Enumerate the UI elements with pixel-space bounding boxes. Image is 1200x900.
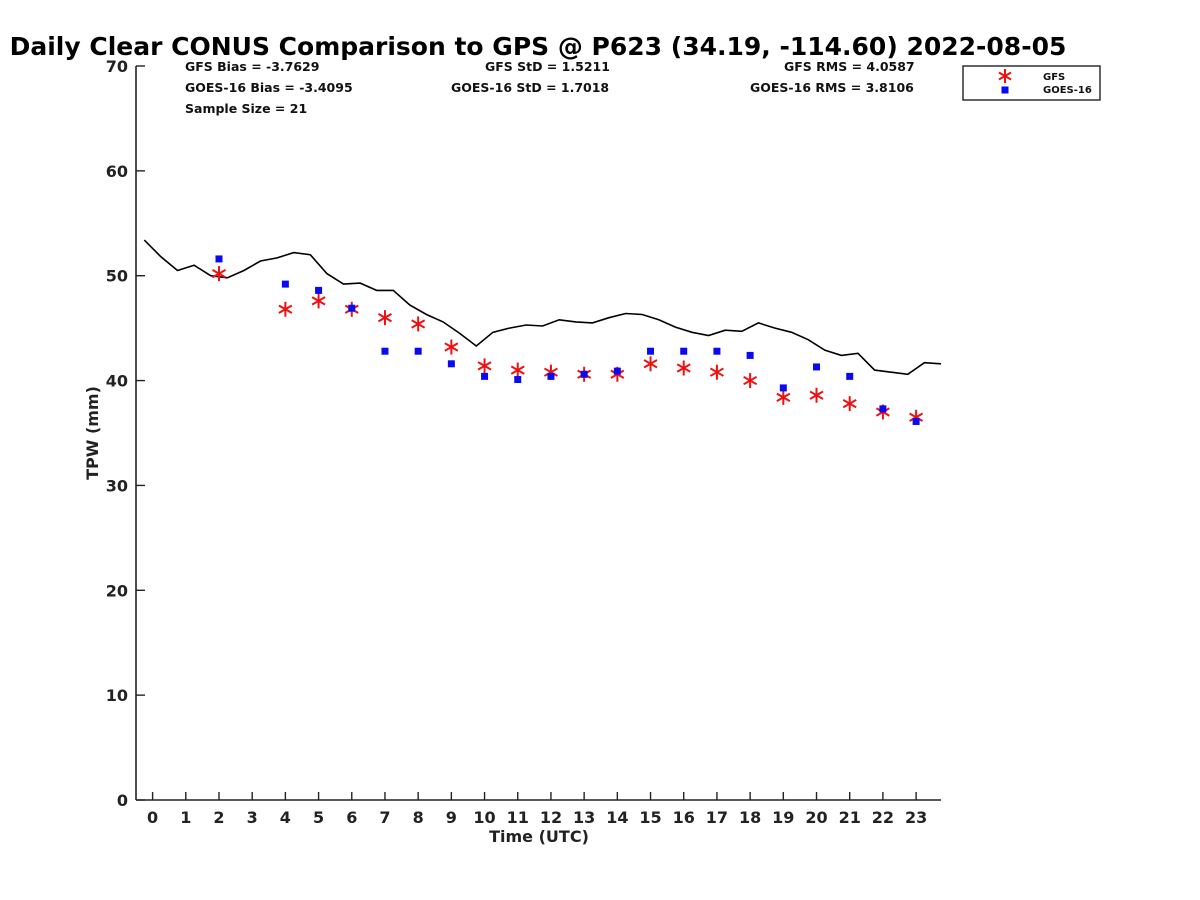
stat-goes-rms: GOES-16 RMS = 3.8106 — [750, 80, 914, 95]
goes16-point — [215, 255, 223, 263]
goes16-point — [912, 417, 920, 425]
x-tick-label: 2 — [213, 808, 224, 827]
gfs-point — [311, 293, 326, 309]
goes16-point — [779, 384, 787, 392]
y-tick-label: 30 — [106, 476, 128, 495]
gfs-point — [377, 310, 392, 326]
goes16-point — [580, 370, 588, 378]
y-tick-label: 20 — [106, 581, 128, 600]
goes16-point — [846, 372, 854, 380]
legend-box — [962, 65, 1101, 101]
gfs-point — [743, 373, 758, 389]
goes16-point — [813, 363, 821, 371]
x-tick-label: 21 — [839, 808, 861, 827]
chart-title: Daily Clear CONUS Comparison to GPS @ P6… — [10, 32, 1067, 61]
stat-sample-size: Sample Size = 21 — [185, 101, 307, 116]
goes16-point — [613, 367, 621, 375]
legend-gfs-asterisk — [998, 69, 1012, 83]
x-tick-label: 10 — [473, 808, 495, 827]
legend-label-gfs: GFS — [1043, 72, 1065, 83]
goes16-point — [514, 376, 522, 384]
x-tick-label: 0 — [147, 808, 158, 827]
gfs-point — [709, 364, 724, 380]
goes16-point — [680, 347, 688, 355]
gfs-point — [643, 356, 658, 372]
goes16-point — [381, 347, 389, 355]
goes16-point — [547, 372, 555, 380]
gfs-point — [809, 387, 824, 403]
x-tick-label: 13 — [573, 808, 595, 827]
legend-gfs-marker — [998, 69, 1012, 83]
stat-gfs-bias: GFS Bias = -3.7629 — [185, 59, 319, 74]
y-tick-label: 70 — [106, 57, 128, 76]
stat-gfs-rms: GFS RMS = 4.0587 — [784, 59, 915, 74]
gfs-point — [211, 266, 226, 282]
x-tick-label: 23 — [905, 808, 927, 827]
x-tick-label: 14 — [606, 808, 628, 827]
gps-line — [143, 239, 942, 376]
goes16-point — [315, 286, 323, 294]
stat-goes-bias: GOES-16 Bias = -3.4095 — [185, 80, 353, 95]
y-tick-label: 60 — [106, 162, 128, 181]
x-tick-label: 19 — [772, 808, 794, 827]
gfs-point — [676, 360, 691, 376]
legend-label-goes16: GOES-16 — [1043, 85, 1092, 96]
x-tick-label: 11 — [507, 808, 529, 827]
goes16-point — [481, 372, 489, 380]
series-layer — [143, 239, 942, 425]
y-ticks: 0 10 20 30 40 50 60 70 — [106, 57, 145, 810]
goes16-point — [414, 347, 422, 355]
gfs-point — [411, 316, 426, 332]
x-tick-label: 3 — [247, 808, 258, 827]
legend: GFS GOES-16 — [962, 65, 1101, 101]
x-ticks: 0 1 2 3 4 5 6 7 8 9 10 11 12 13 14 15 16 17 18 19 20 21 22 23 — [147, 792, 927, 827]
y-tick-label: 0 — [117, 791, 128, 810]
gfs-point — [842, 396, 857, 412]
y-tick-label: 40 — [106, 372, 128, 391]
y-tick-label: 50 — [106, 267, 128, 286]
x-tick-label: 12 — [540, 808, 562, 827]
goes16-point — [879, 405, 887, 413]
x-tick-label: 18 — [739, 808, 761, 827]
stats-block: GFS Bias = -3.7629 GFS StD = 1.5211 GFS … — [185, 59, 915, 116]
stat-goes-std: GOES-16 StD = 1.7018 — [451, 80, 609, 95]
x-tick-label: 15 — [639, 808, 661, 827]
y-axis-label: TPW (mm) — [83, 386, 102, 480]
y-tick-label: 10 — [106, 686, 128, 705]
x-axis-label: Time (UTC) — [489, 827, 589, 846]
gfs-point — [444, 339, 459, 355]
goes16-point — [746, 351, 754, 359]
gfs-point — [477, 358, 492, 374]
x-tick-label: 1 — [180, 808, 191, 827]
x-tick-label: 9 — [446, 808, 457, 827]
legend-goes16-square — [1001, 86, 1009, 94]
goes16-point — [647, 347, 655, 355]
gfs-point — [776, 389, 791, 405]
x-tick-label: 22 — [872, 808, 894, 827]
gfs-point — [510, 362, 525, 378]
legend-goes-marker — [1001, 86, 1009, 94]
x-tick-label: 17 — [706, 808, 728, 827]
goes16-point — [713, 347, 721, 355]
goes16-point — [281, 280, 289, 288]
stat-gfs-std: GFS StD = 1.5211 — [485, 59, 610, 74]
x-tick-label: 4 — [280, 808, 291, 827]
x-tick-label: 20 — [805, 808, 827, 827]
x-tick-label: 8 — [413, 808, 424, 827]
x-tick-label: 7 — [379, 808, 390, 827]
gfs-point — [278, 301, 293, 317]
x-tick-label: 5 — [313, 808, 324, 827]
x-tick-label: 6 — [346, 808, 357, 827]
goes16-point — [348, 304, 356, 312]
x-tick-label: 16 — [673, 808, 695, 827]
plot-area: 0 1 2 3 4 5 6 7 8 9 10 11 12 13 14 15 16 17 18 19 20 21 22 23 0… — [106, 57, 942, 827]
goes16-point — [447, 360, 455, 368]
